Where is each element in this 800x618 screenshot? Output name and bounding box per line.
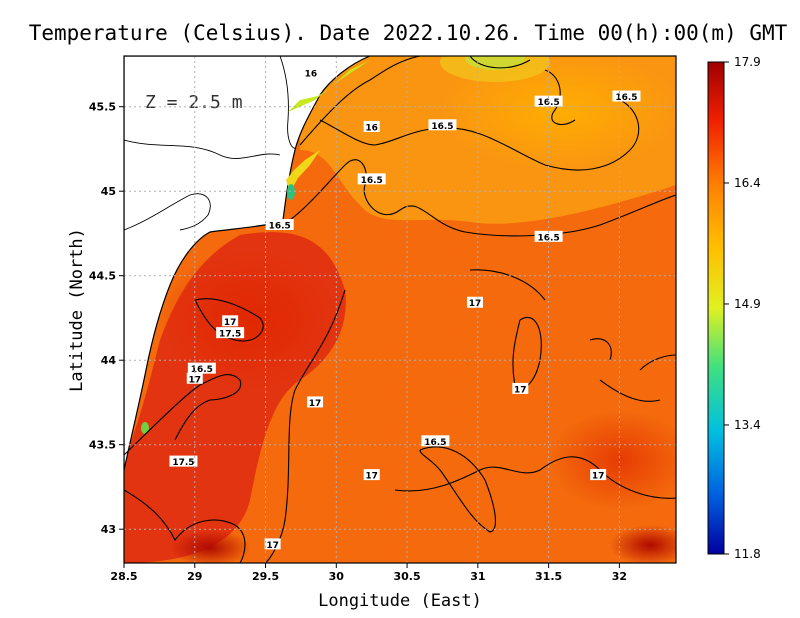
- contour-label: 17: [224, 318, 237, 328]
- depth-label: Z = 2.5 m: [145, 92, 243, 113]
- hot-core: [160, 250, 340, 390]
- x-tick-label: 31: [470, 570, 485, 583]
- chart-title: Temperature (Celsius). Date 2022.10.26. …: [29, 21, 788, 45]
- x-tick-label: 29.5: [252, 570, 279, 583]
- contour-label: 17: [189, 375, 202, 385]
- contour-label-box: [612, 90, 641, 102]
- colorbar-tick-label: 17.9: [734, 55, 761, 69]
- plot-frame: [123, 55, 677, 564]
- contour-label: 16.5: [191, 365, 213, 375]
- contour-label: 17: [469, 299, 482, 309]
- border-line: [124, 139, 281, 159]
- border-line-3: [279, 56, 297, 149]
- contour-label-box: [428, 119, 457, 131]
- contour-label-box: [302, 66, 319, 78]
- contour-label: 16: [365, 123, 378, 133]
- contour-label-box: [187, 362, 216, 374]
- y-axis-ticks: 43 43.5 44 44.5 45 45.5: [89, 101, 124, 536]
- contour-label-box: [216, 327, 245, 339]
- contour-label: 16.5: [431, 122, 453, 132]
- y-tick-label: 45.5: [89, 101, 116, 114]
- x-tick-label: 30.5: [394, 570, 421, 583]
- colorbar-tick-label: 13.4: [734, 418, 761, 432]
- y-axis-label: Latitude (North): [67, 228, 87, 392]
- colorbar-tick-label: 14.9: [734, 297, 761, 311]
- cold-core: [287, 184, 295, 200]
- contour-label-box: [169, 455, 198, 467]
- contour-label-box: [265, 219, 294, 230]
- y-tick-label: 44.5: [89, 270, 116, 283]
- x-axis-ticks: 28.5 29 29.5 30 30.5 31 31.5 32: [110, 563, 627, 583]
- x-tick-label: 29: [187, 570, 202, 583]
- x-tick-label: 28.5: [110, 570, 137, 583]
- border-line-2: [124, 193, 211, 231]
- y-tick-label: 44: [101, 354, 117, 367]
- cold-spot-coast: [286, 150, 320, 192]
- hot-spot-se: [610, 525, 676, 563]
- contour-label: 16.5: [615, 93, 637, 103]
- x-axis-label: Longitude (East): [318, 591, 482, 611]
- contour-label-box: [264, 538, 281, 550]
- contour-label: 17: [266, 541, 279, 551]
- contour-label-box: [222, 315, 239, 327]
- contour-label: 16.5: [269, 222, 291, 232]
- contour-label: 17: [309, 399, 322, 409]
- contour-label-box: [363, 469, 380, 481]
- y-tick-label: 45: [101, 185, 116, 198]
- x-tick-label: 32: [612, 570, 627, 583]
- contour-label: 17: [592, 472, 605, 482]
- colorbar-ticks: 17.9 16.4 14.9 13.4 11.8: [724, 55, 761, 561]
- contour-label: 17: [365, 472, 378, 482]
- x-tick-label: 30: [329, 570, 345, 583]
- contour-label: 16.5: [538, 233, 560, 243]
- y-tick-label: 43.5: [89, 439, 116, 452]
- contour-label-box: [363, 120, 380, 132]
- contour-label-box: [307, 396, 324, 408]
- y-tick-label: 43: [101, 523, 116, 536]
- colorbar: [707, 61, 725, 555]
- colorbar-tick-label: 11.8: [734, 547, 761, 561]
- contour-label: 16.5: [424, 438, 446, 448]
- contour-label: 16.5: [538, 98, 560, 108]
- contour-label-box: [467, 296, 484, 308]
- delta-plume: [288, 60, 370, 112]
- contour-label: 17: [514, 385, 527, 395]
- contour-label-box: [421, 435, 450, 447]
- contour-label-box: [590, 469, 607, 481]
- colorbar-tick-label: 16.4: [734, 176, 761, 190]
- contour-label-box: [186, 372, 203, 384]
- warm-east: [550, 410, 676, 510]
- contour-label: 17.5: [172, 458, 194, 468]
- contour-label: 16.5: [361, 176, 383, 186]
- hot-spot-south: [170, 530, 250, 563]
- contour-label: 16: [305, 69, 318, 79]
- yellow-patch: [440, 56, 550, 82]
- contour-label-box: [512, 382, 529, 394]
- contour-label: 17.5: [219, 330, 241, 340]
- contour-label-box: [357, 173, 386, 185]
- land-mass: [124, 56, 371, 471]
- x-tick-label: 31.5: [535, 570, 562, 583]
- cold-core-south: [141, 422, 149, 434]
- grid-lines: [124, 56, 676, 563]
